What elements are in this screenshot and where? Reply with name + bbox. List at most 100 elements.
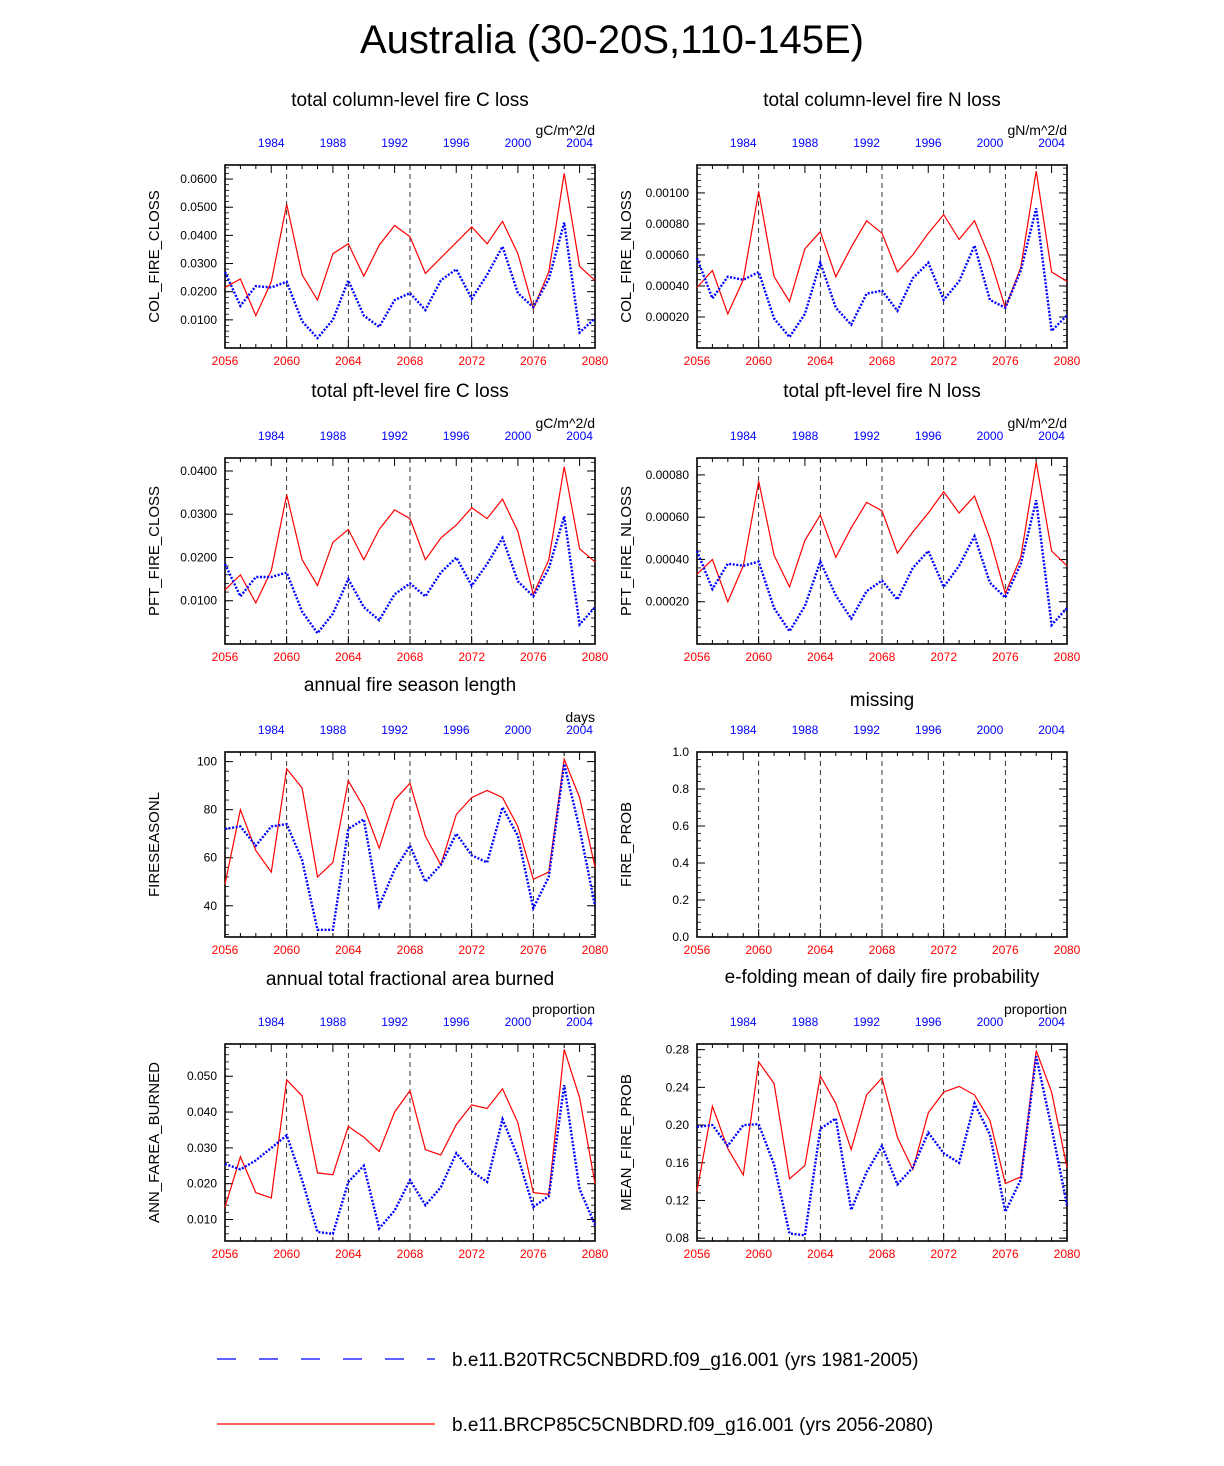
top-x-tick-label: 1984 — [258, 136, 285, 150]
chart-title: e-folding mean of daily fire probability — [725, 967, 1040, 988]
x-tick-label: 2060 — [273, 354, 300, 368]
x-tick-label: 2080 — [1054, 650, 1081, 664]
y-tick-label: 0.2 — [672, 893, 689, 907]
x-tick-label: 2060 — [273, 943, 300, 957]
x-tick-label: 2056 — [684, 1247, 711, 1261]
y-tick-label: 0.00080 — [646, 217, 690, 231]
top-x-tick-label: 1996 — [443, 723, 470, 737]
x-tick-label: 2068 — [397, 943, 424, 957]
top-x-tick-label: 1992 — [853, 1015, 880, 1029]
y-axis-label: COL_FIRE_NLOSS — [618, 190, 635, 323]
x-tick-label: 2072 — [930, 650, 957, 664]
x-tick-label: 2072 — [458, 354, 485, 368]
x-tick-label: 2072 — [930, 354, 957, 368]
x-tick-label: 2076 — [992, 354, 1019, 368]
x-tick-label: 2060 — [745, 354, 772, 368]
x-tick-label: 2072 — [930, 1247, 957, 1261]
top-x-tick-label: 1992 — [853, 429, 880, 443]
chart-title: total column-level fire N loss — [763, 90, 1001, 111]
y-tick-label: 0.8 — [672, 782, 689, 796]
chart-panel-8: e-folding mean of daily fire probability… — [618, 967, 1081, 1261]
y-tick-label: 0.00100 — [646, 186, 690, 200]
x-tick-label: 2076 — [520, 943, 547, 957]
chart-title: missing — [850, 690, 914, 711]
x-tick-label: 2056 — [212, 943, 239, 957]
x-tick-label: 2076 — [520, 1247, 547, 1261]
y-axis-label: PFT_FIRE_CLOSS — [146, 486, 163, 616]
series-line-historical — [696, 1056, 1069, 1237]
y-tick-label: 1.0 — [672, 745, 689, 759]
x-tick-label: 2064 — [335, 1247, 362, 1261]
x-tick-label: 2060 — [745, 650, 772, 664]
series-line-rcp85 — [696, 1050, 1068, 1192]
y-tick-label: 0.040 — [187, 1105, 217, 1119]
top-x-tick-label: 2004 — [566, 723, 593, 737]
legend-label: b.e11.BRCP85C5CNBDRD.f09_g16.001 (yrs 20… — [452, 1415, 933, 1436]
top-x-tick-label: 1996 — [915, 723, 942, 737]
top-x-tick-label: 1984 — [258, 723, 285, 737]
top-x-tick-label: 1996 — [443, 429, 470, 443]
top-x-tick-label: 1992 — [381, 429, 408, 443]
units-label: gC/m^2/d — [536, 122, 595, 138]
x-tick-label: 2060 — [745, 943, 772, 957]
top-x-tick-label: 2004 — [1038, 136, 1065, 150]
top-x-tick-label: 1984 — [730, 723, 757, 737]
top-x-tick-label: 2000 — [505, 429, 532, 443]
series-line-historical — [695, 500, 1068, 634]
top-x-tick-label: 1984 — [258, 1015, 285, 1029]
top-x-tick-label: 1988 — [320, 429, 347, 443]
x-tick-label: 2068 — [869, 354, 896, 368]
y-tick-label: 0.12 — [666, 1193, 690, 1207]
chart-title: annual total fractional area burned — [266, 969, 554, 990]
x-tick-label: 2072 — [458, 943, 485, 957]
top-x-tick-label: 2004 — [1038, 1015, 1065, 1029]
x-tick-label: 2056 — [684, 354, 711, 368]
top-x-tick-label: 2000 — [977, 136, 1004, 150]
y-tick-label: 0.28 — [666, 1043, 690, 1057]
top-x-tick-label: 1996 — [915, 429, 942, 443]
x-tick-label: 2068 — [397, 650, 424, 664]
top-x-tick-label: 2000 — [505, 723, 532, 737]
x-tick-label: 2080 — [582, 650, 609, 664]
y-tick-label: 40 — [204, 899, 218, 913]
x-tick-label: 2080 — [1054, 354, 1081, 368]
x-tick-label: 2076 — [992, 650, 1019, 664]
top-x-tick-label: 1996 — [443, 136, 470, 150]
units-label: days — [565, 709, 595, 725]
y-axis-label: COL_FIRE_CLOSS — [146, 190, 163, 323]
y-tick-label: 0.0500 — [180, 200, 217, 214]
units-label: proportion — [532, 1001, 595, 1017]
units-label: proportion — [1004, 1001, 1067, 1017]
top-x-tick-label: 2004 — [1038, 429, 1065, 443]
y-tick-label: 0.00060 — [646, 248, 690, 262]
y-tick-label: 60 — [204, 851, 218, 865]
y-axis-label: MEAN_FIRE_PROB — [618, 1074, 635, 1211]
y-tick-label: 0.0 — [672, 930, 689, 944]
y-tick-label: 0.08 — [666, 1231, 690, 1245]
legend-label: b.e11.B20TRC5CNBDRD.f09_g16.001 (yrs 198… — [452, 1350, 918, 1371]
x-tick-label: 2068 — [869, 943, 896, 957]
top-x-tick-label: 1996 — [443, 1015, 470, 1029]
units-label: gC/m^2/d — [536, 415, 595, 431]
series-line-historical — [223, 516, 596, 636]
y-tick-label: 0.00020 — [646, 310, 690, 324]
y-tick-label: 0.0200 — [180, 285, 217, 299]
y-tick-label: 0.00040 — [646, 279, 690, 293]
units-label: gN/m^2/d — [1008, 415, 1067, 431]
top-x-tick-label: 2000 — [977, 723, 1004, 737]
y-tick-label: 0.0100 — [180, 313, 217, 327]
x-tick-label: 2060 — [273, 1247, 300, 1261]
y-axis-label: PFT_FIRE_NLOSS — [618, 486, 635, 616]
y-tick-label: 0.0300 — [180, 507, 217, 521]
series-line-historical — [695, 208, 1068, 340]
top-x-tick-label: 1984 — [730, 1015, 757, 1029]
y-axis-label: FIRE_PROB — [618, 802, 635, 887]
x-tick-label: 2076 — [520, 650, 547, 664]
x-tick-label: 2068 — [869, 650, 896, 664]
x-tick-label: 2080 — [582, 943, 609, 957]
x-tick-label: 2076 — [992, 943, 1019, 957]
y-tick-label: 0.0400 — [180, 228, 217, 242]
x-tick-label: 2064 — [807, 650, 834, 664]
y-tick-label: 0.0600 — [180, 172, 217, 186]
